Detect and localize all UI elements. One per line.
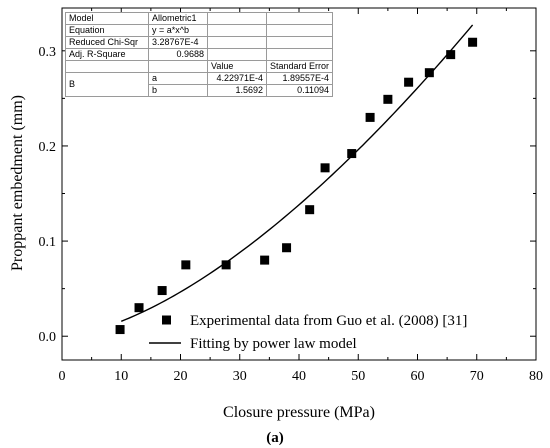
data-point [446,50,456,60]
x-tick-label: 40 [292,369,306,384]
table-cell [148,60,208,73]
table-row: Equation y = a*x^b [65,24,334,37]
table-cell [265,48,334,61]
x-tick-label: 0 [59,369,66,384]
x-tick-label: 10 [114,369,128,384]
table-cell: y = a*x^b [148,24,208,37]
table-row: B a 4.22971E-4 1.89557E-4 [65,72,334,97]
data-point [383,94,393,104]
y-axis-title: Proppant embedment (mm) [9,95,26,271]
x-tick-label: 20 [174,369,188,384]
table-header-cell: Value [207,60,267,73]
legend-marker-square [162,315,171,325]
legend-label-fit: Fitting by power law model [190,336,357,352]
table-cell [265,12,334,25]
table-cell [207,48,267,61]
table-row: Adj. R-Square 0.9688 [65,48,334,61]
table-cell: Allometric1 [148,12,208,25]
table-cell: b [148,84,208,97]
data-point [115,325,125,335]
x-tick-label: 30 [233,369,247,384]
table-cell [207,12,267,25]
x-tick-label: 70 [470,369,484,384]
x-axis-ticks: 0 10 20 30 40 50 60 70 80 [59,8,543,384]
data-point [134,303,144,313]
table-cell [207,36,267,49]
table-cell: 3.28767E-4 [148,36,208,49]
data-points [115,37,478,335]
table-cell [265,36,334,49]
table-row: Value Standard Error [65,60,334,73]
data-point [320,163,330,173]
y-tick-label: 0.3 [39,45,57,60]
table-row: b 1.5692 0.11094 [66,84,334,97]
table-cell: 4.22971E-4 [207,72,267,85]
table-cell: Adj. R-Square [65,48,149,61]
table-cell [207,24,267,37]
data-point [282,243,292,253]
y-tick-label: 0.0 [39,330,57,345]
table-cell: 1.89557E-4 [265,72,334,85]
table-cell: Equation [65,24,149,37]
y-tick-label: 0.2 [39,140,57,155]
table-cell: B [65,72,149,97]
data-point [181,260,191,270]
legend: Experimental data from Guo et al. (2008)… [149,313,467,352]
data-point [157,286,167,296]
table-cell: 1.5692 [207,84,267,97]
figure-caption: (a) [266,430,284,446]
data-point [424,68,434,78]
x-tick-label: 60 [411,369,425,384]
table-cell: Model [65,12,149,25]
data-point [365,112,375,122]
table-row: Model Allometric1 [65,12,334,25]
data-point [305,205,315,215]
data-point [260,255,270,265]
data-point [468,37,478,47]
table-cell [265,24,334,37]
table-cell: Reduced Chi-Sqr [65,36,149,49]
data-point [347,149,357,159]
fit-parameters-table: Model Allometric1 Equation y = a*x^b Red… [65,12,334,97]
table-cell [65,60,149,73]
y-tick-label: 0.1 [39,235,57,250]
x-tick-label: 50 [351,369,365,384]
legend-label-experimental: Experimental data from Guo et al. (2008)… [190,313,467,329]
table-cell: a [148,72,208,85]
table-cell: 0.9688 [148,48,208,61]
table-header-cell: Standard Error [265,60,334,73]
data-point [221,260,231,270]
x-axis-title: Closure pressure (MPa) [223,404,375,421]
y-axis-ticks: 0.0 0.1 0.2 0.3 [39,45,536,345]
table-row: Reduced Chi-Sqr 3.28767E-4 [65,36,334,49]
fit-curve [120,24,474,322]
x-tick-label: 80 [529,369,543,384]
data-point [404,77,414,87]
table-cell: 0.11094 [265,84,334,97]
